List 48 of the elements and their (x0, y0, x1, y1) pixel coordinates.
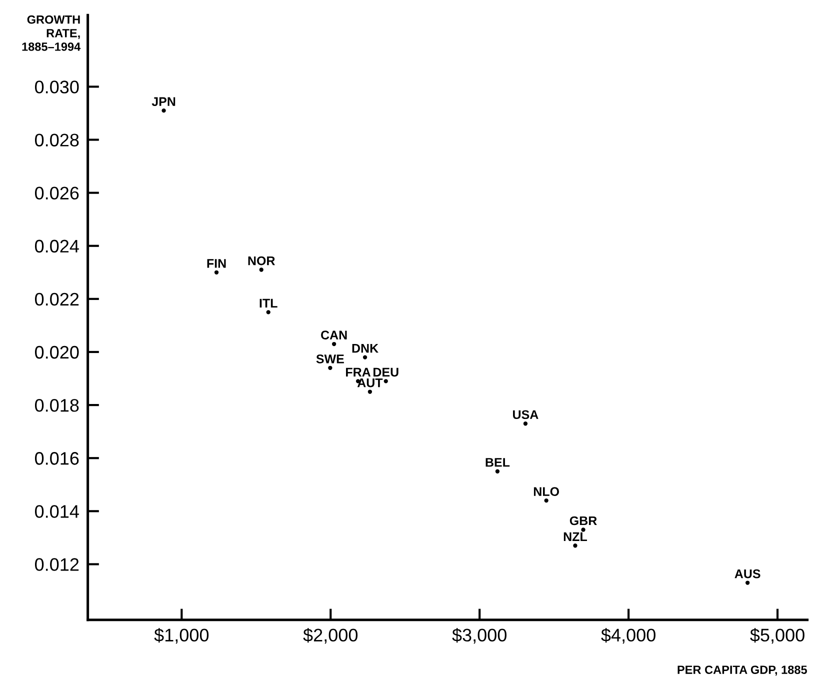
x-tick-label: $4,000 (601, 628, 656, 644)
annotation: FIN (207, 259, 226, 268)
x-axis-title: PER CAPITA GDP, 1885 (678, 666, 807, 676)
y-axis-title: GROWTH RATE, 1885–1994 (22, 15, 81, 51)
y-tick-label: 0.022 (35, 292, 79, 306)
y-tick-label: 0.014 (35, 505, 79, 518)
annotation: NOR (248, 256, 275, 266)
annotation: GBR (570, 516, 597, 526)
y-tick-label: 0.012 (35, 558, 79, 571)
point (745, 580, 750, 585)
annotation: NZL (564, 532, 587, 541)
annotation: USA (513, 410, 538, 420)
annotation: SWE (316, 354, 344, 364)
annotation: DNK (352, 344, 378, 353)
annotation: NLO (534, 487, 559, 496)
point (523, 422, 528, 426)
y-tick-label: 0.030 (35, 80, 79, 94)
y-tick-label: 0.024 (35, 240, 79, 253)
annotation: BEL (486, 458, 510, 467)
point (573, 544, 578, 548)
point (266, 310, 270, 314)
x-tick-label: $2,000 (303, 628, 358, 644)
annotation: FRA (346, 368, 371, 376)
point (332, 342, 336, 346)
point (544, 498, 548, 503)
point (162, 108, 166, 113)
point (328, 366, 332, 370)
point (259, 268, 264, 272)
point (214, 270, 219, 274)
annotation: AUS (734, 569, 760, 578)
x-tick-label: $3,000 (452, 628, 506, 644)
y-tick-label: 0.028 (35, 134, 79, 146)
point (495, 469, 500, 474)
annotation: AUT (357, 378, 383, 388)
point (384, 379, 388, 384)
annotation: JPN (152, 97, 176, 106)
x-tick-label: $1,000 (154, 628, 209, 644)
annotation: ITL (260, 298, 278, 308)
y-tick-label: 0.016 (35, 452, 79, 465)
annotation: CAN (321, 330, 347, 340)
y-tick-label: 0.018 (35, 398, 79, 412)
annotation: DEU (374, 368, 398, 377)
point (368, 390, 372, 394)
y-tick-label: 0.020 (35, 346, 79, 359)
point (362, 355, 368, 360)
x-tick-label: $5,000 (750, 628, 804, 644)
point (581, 528, 586, 532)
y-tick-label: 0.026 (35, 186, 79, 200)
